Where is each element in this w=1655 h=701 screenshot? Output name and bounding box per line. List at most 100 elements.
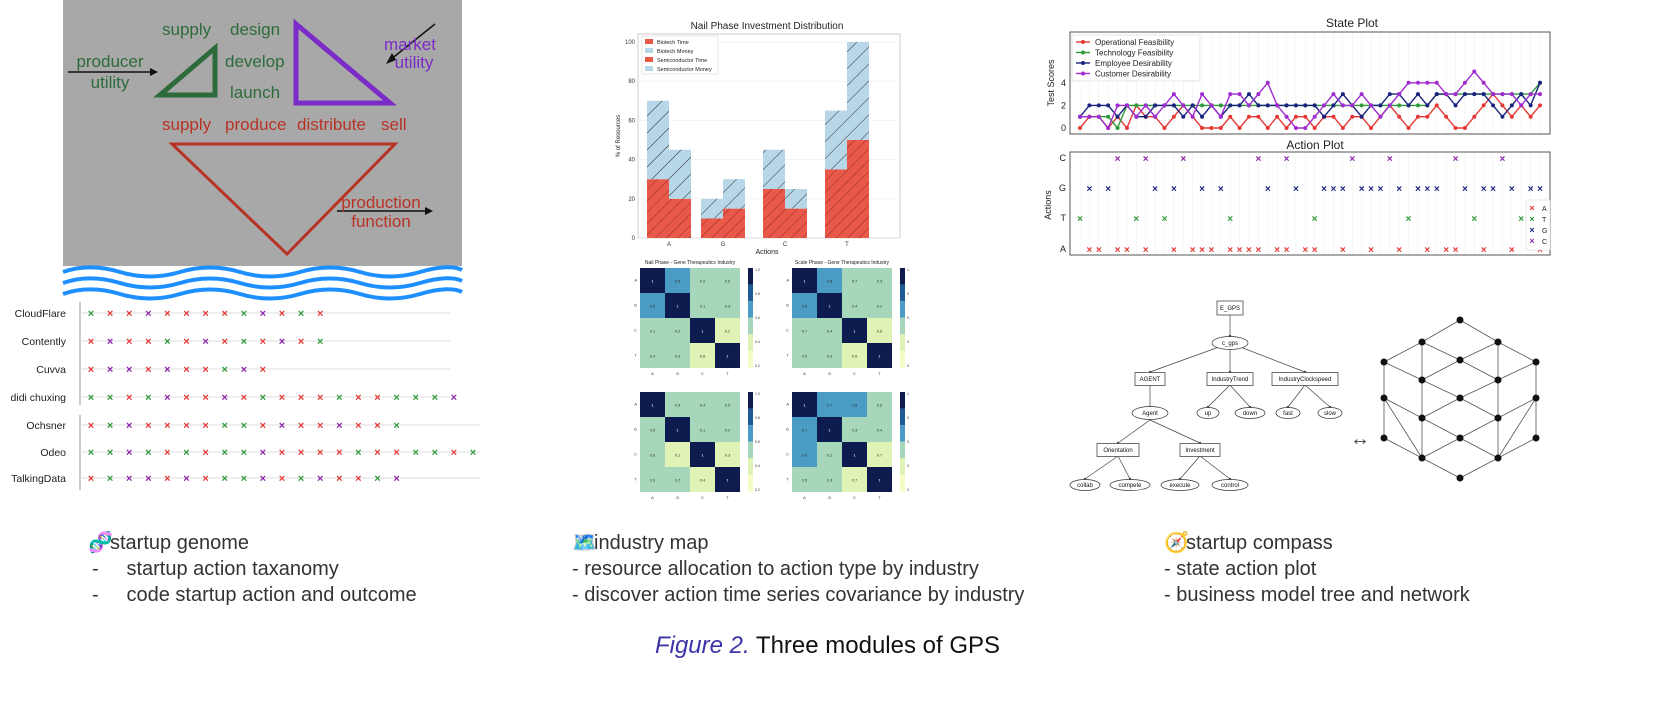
action-mark: ×: [393, 392, 399, 404]
bar-y-tick: 20: [628, 197, 635, 203]
dna-icon: 🧬: [88, 532, 113, 554]
heatmap-value: 1: [878, 478, 881, 483]
state-point: [1293, 126, 1298, 130]
state-point: [1397, 103, 1402, 108]
bar-semi-time-hatch: [785, 208, 807, 238]
state-point: [1209, 103, 1214, 108]
action-point: ×: [1518, 214, 1524, 225]
map-icon: 🗺️: [572, 532, 597, 554]
action-legend-label: T: [1542, 217, 1547, 224]
action-mark: ×: [145, 308, 151, 320]
action-mark: ×: [374, 392, 380, 404]
tree-edge: [1149, 342, 1231, 373]
colorbar-tick: 0.4: [907, 464, 910, 468]
network-node: [1380, 434, 1388, 442]
network-edge: [1383, 397, 1423, 419]
tree-agent-label: AGENT: [1140, 377, 1161, 383]
heatmap-cell: [690, 268, 715, 293]
heatmaps: Nail Phase - Gene Therapeutics Industry 1…: [634, 260, 910, 500]
heatmap-y-label: C: [634, 452, 637, 457]
tree-trend: [1206, 372, 1254, 386]
tree-edge: [1287, 384, 1306, 408]
state-point: [1444, 92, 1449, 97]
heatmap-value: 1: [701, 329, 704, 334]
colorbar-tick: 0.6: [907, 316, 910, 320]
action-mark: ×: [241, 364, 247, 376]
colorbar-segment: [900, 268, 905, 285]
heatmap-cell: [817, 318, 842, 343]
heatmap-x-label: A: [651, 495, 654, 500]
state-point: [1106, 126, 1111, 130]
network-edge: [1459, 379, 1499, 399]
colorbar-tick: 0.8: [907, 416, 910, 420]
heatmap-cell: [640, 318, 665, 343]
bar-biotech-money-hatch: [701, 198, 723, 219]
action-point: ×: [1199, 245, 1205, 256]
network-edge: [1421, 457, 1461, 479]
network-node: [1418, 338, 1426, 346]
state-point: [1444, 114, 1449, 119]
colorbar-segment: [748, 475, 753, 492]
action-mark: ×: [183, 447, 189, 459]
tree-up-label: up: [1205, 411, 1212, 417]
action-mark: ×: [221, 473, 227, 485]
action-mark: ×: [260, 308, 266, 320]
colorbar-tick: 0.2: [755, 488, 760, 492]
colorbar-segment: [900, 392, 905, 409]
heatmap-cell: [867, 467, 892, 492]
action-mark: ×: [107, 336, 113, 348]
state-point: [1359, 114, 1364, 119]
legend-label: Semiconductor Time: [657, 58, 707, 64]
tree-slow-label: slow: [1324, 411, 1337, 417]
heatmap-y-label: A: [786, 278, 789, 283]
legend-swatch: [645, 39, 653, 44]
state-point: [1284, 126, 1289, 130]
state-point: [1087, 103, 1092, 108]
state-point: [1284, 103, 1289, 108]
heatmap-cell: [690, 293, 715, 318]
bar-biotech-time-hatch: [825, 169, 847, 238]
tree-execute: [1160, 479, 1200, 491]
state-point: [1293, 103, 1298, 108]
module-genome-title: 🧬startup genome: [88, 532, 249, 554]
tree-up: [1196, 407, 1220, 419]
tree-edge: [1117, 455, 1131, 480]
heatmap-cell: [640, 417, 665, 442]
action-point: ×: [1396, 245, 1402, 256]
heatmap-value: 0.2: [700, 279, 706, 284]
action-mark: ×: [202, 336, 208, 348]
bar-x-tick: T: [845, 242, 849, 248]
heatmap-y-label: T: [635, 477, 638, 482]
heatmap-cell: [665, 467, 690, 492]
action-mark: ×: [183, 308, 189, 320]
heatmap-value: 1: [651, 403, 654, 408]
action-mark: ×: [202, 473, 208, 485]
colorbar-tick: 0.6: [755, 316, 760, 320]
state-point: [1115, 114, 1120, 119]
action-mark: ×: [164, 392, 170, 404]
state-legend-marker: [1081, 40, 1085, 44]
tree-down: [1234, 407, 1266, 419]
legend-swatch: [645, 66, 653, 71]
action-mark: ×: [317, 392, 323, 404]
state-point: [1369, 126, 1374, 130]
state-point: [1359, 92, 1364, 97]
action-mark: ×: [355, 447, 361, 459]
bar-x-tick: A: [667, 242, 671, 248]
action-point: ×: [1424, 245, 1430, 256]
company-label: didi chuxing: [11, 392, 67, 404]
tree-edge: [1207, 384, 1231, 408]
action-point: ×: [1537, 245, 1543, 256]
heatmap-value: 0.5: [725, 403, 731, 408]
state-point: [1190, 114, 1195, 119]
heatmap-y-label: G: [786, 427, 789, 432]
heatmap-cell: [792, 417, 817, 442]
action-mark: ×: [241, 473, 247, 485]
colorbar-tick: 1.0: [907, 268, 910, 272]
action-point: ×: [1190, 245, 1196, 256]
action-mark: ×: [126, 392, 132, 404]
company-label: Ochsner: [26, 420, 66, 432]
heatmap-value: 0.6: [802, 453, 808, 458]
colorbar-tick: 0.4: [907, 340, 910, 344]
action-mark: ×: [317, 473, 323, 485]
